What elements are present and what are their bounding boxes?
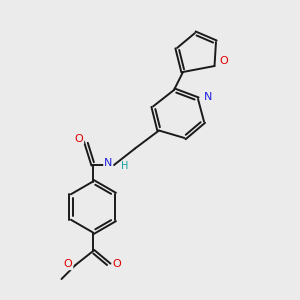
Text: O: O <box>220 56 229 66</box>
Text: H: H <box>121 160 128 171</box>
Text: O: O <box>112 259 122 269</box>
Text: O: O <box>74 134 83 144</box>
Text: N: N <box>104 158 112 169</box>
Text: O: O <box>64 259 73 269</box>
Text: N: N <box>203 92 212 102</box>
